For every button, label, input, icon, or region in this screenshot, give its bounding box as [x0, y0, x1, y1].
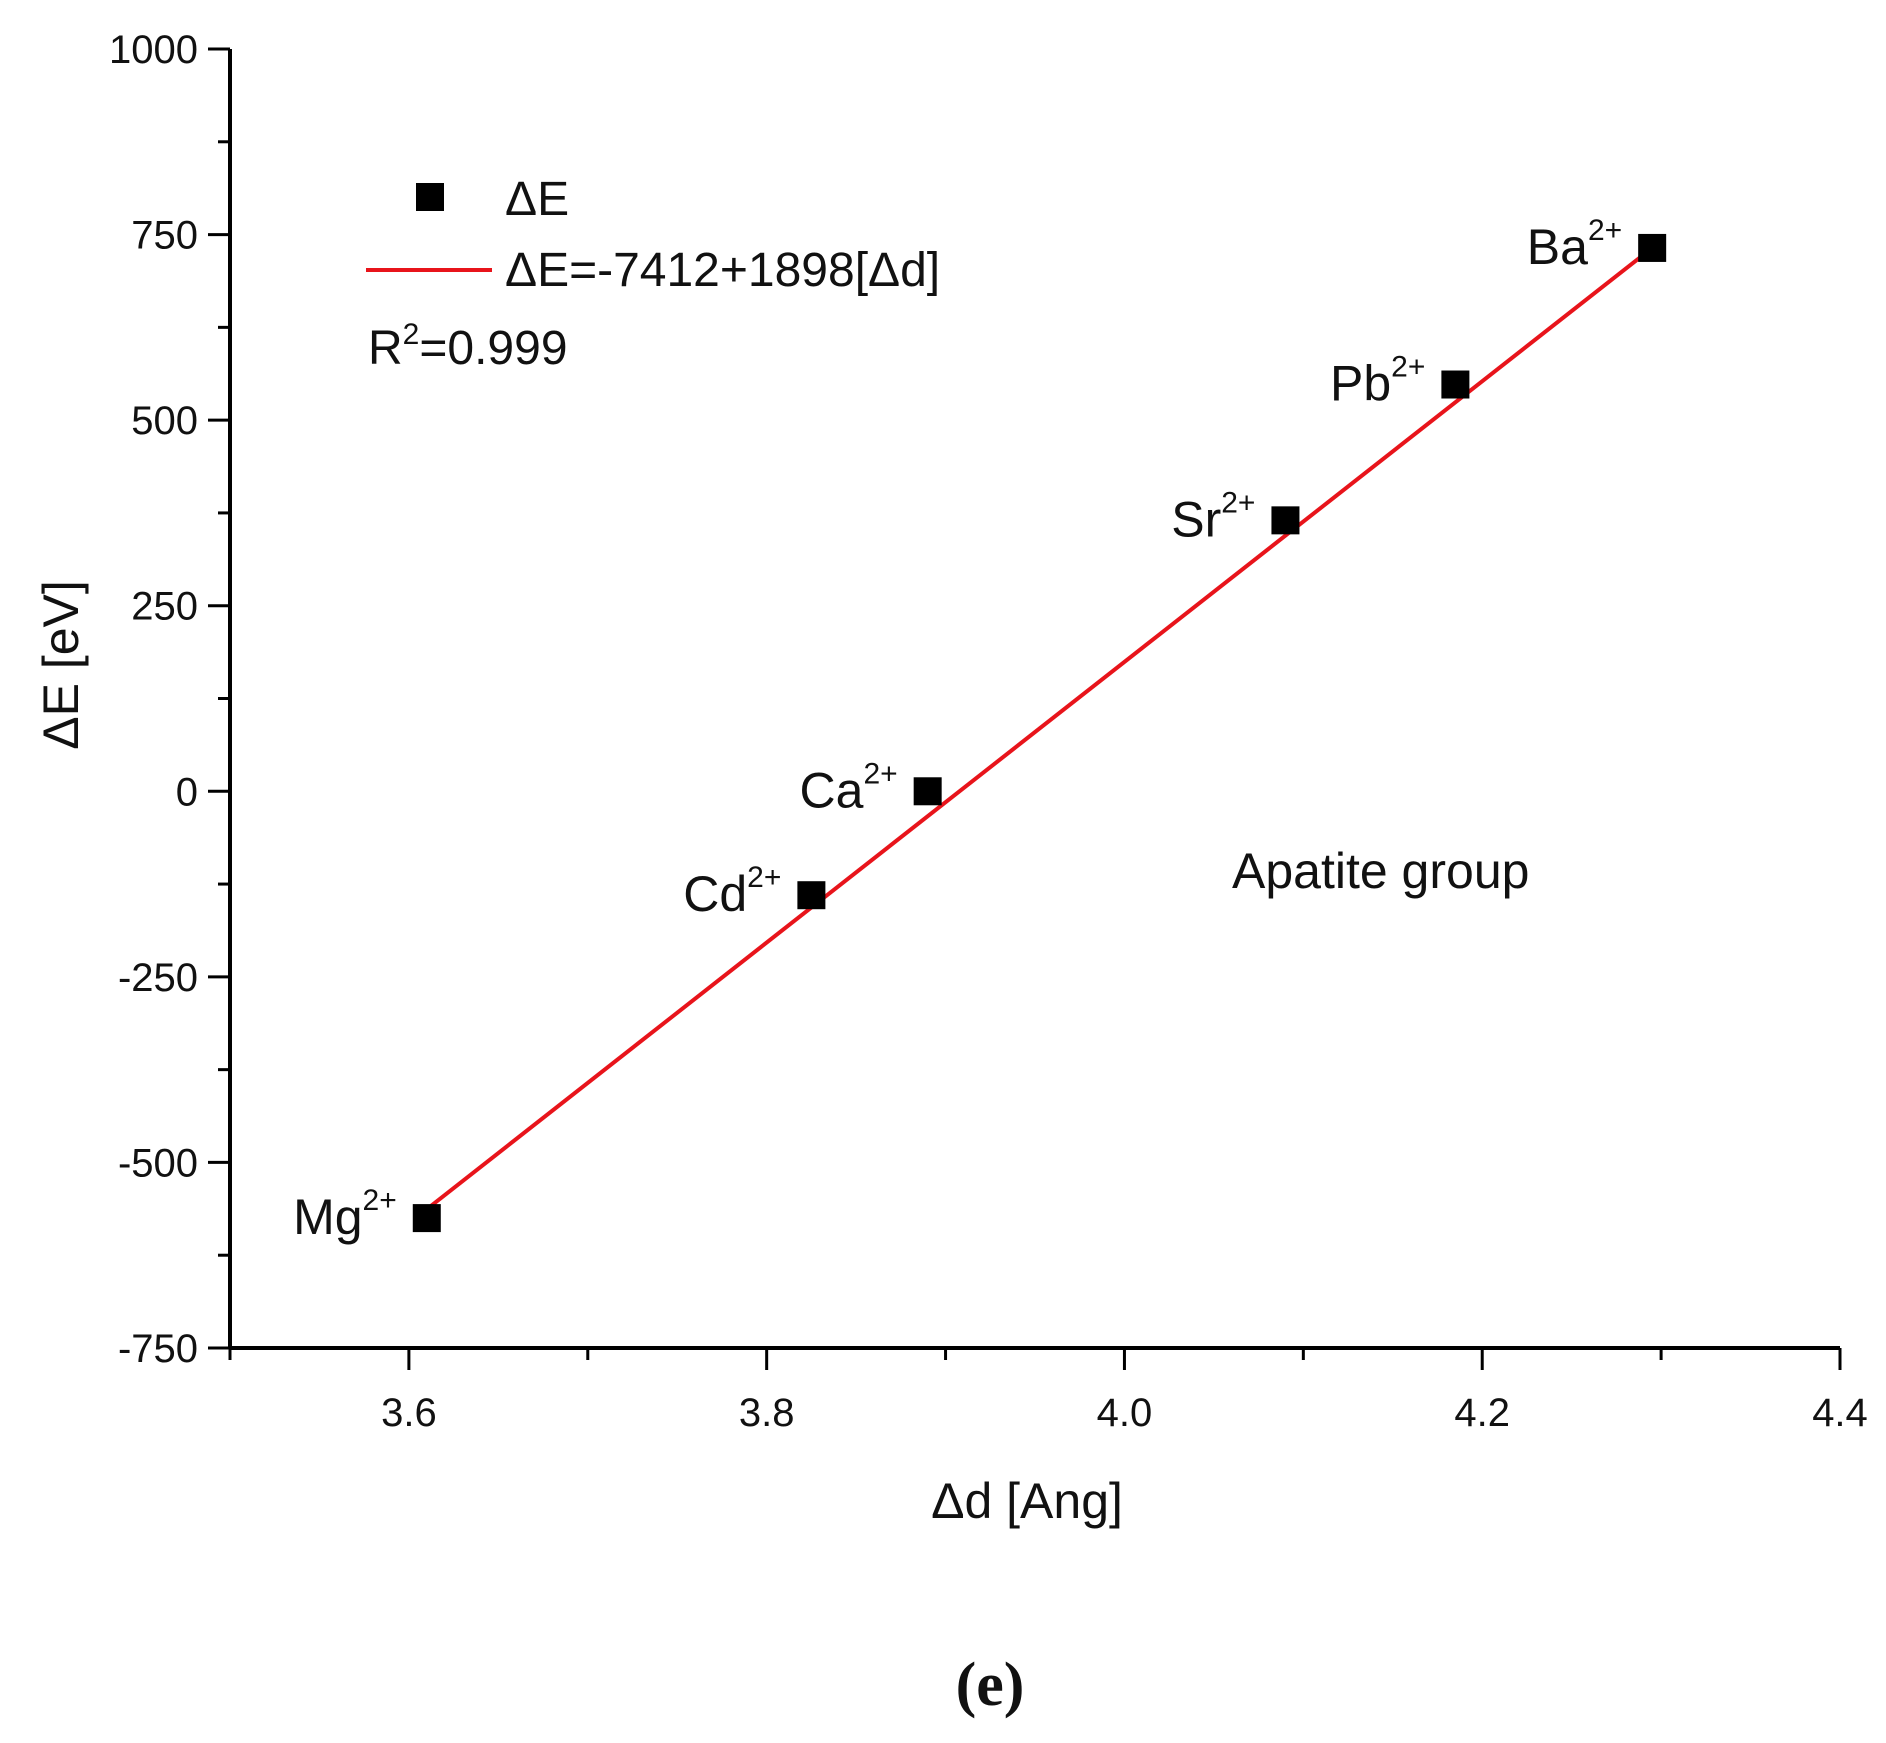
data-points — [412, 233, 1667, 1233]
point-labels: Mg2+ Cd2+ Ca2+ Sr2+ Pb2+ Ba2+ — [293, 214, 1622, 1245]
data-point-cd — [797, 881, 826, 910]
data-point-sr — [1271, 506, 1300, 535]
r-squared-sup: 2 — [403, 318, 420, 351]
legend-label-scatter: ΔE — [505, 173, 569, 226]
x-tick-label: 4.0 — [1097, 1391, 1153, 1435]
y-tick-label: 1000 — [109, 28, 198, 72]
x-axis-title: Δd [Ang] — [931, 1473, 1123, 1529]
r-squared-base: R — [368, 322, 403, 375]
fit-line — [425, 246, 1654, 1211]
y-tick-label: 0 — [176, 770, 198, 814]
r-squared-value: =0.999 — [419, 322, 567, 375]
legend: ΔE ΔE=-7412+1898[Δd] — [366, 173, 940, 297]
data-point-pb — [1441, 370, 1470, 399]
data-point-ca — [913, 777, 942, 806]
y-axis-title: ΔE [eV] — [33, 580, 89, 750]
x-tick-label: 3.8 — [739, 1391, 795, 1435]
data-point-ba — [1638, 233, 1667, 262]
legend-label-fit: ΔE=-7412+1898[Δd] — [505, 244, 940, 297]
point-label-ba: Ba2+ — [1527, 214, 1622, 275]
y-tick-label: 250 — [131, 585, 198, 629]
point-label-cd: Cd2+ — [683, 861, 781, 922]
x-tick-label: 4.4 — [1812, 1391, 1868, 1435]
ticks: -750 -500 -250 0 250 500 750 1000 3.6 3.8 4.0 4.2 4.… — [109, 28, 1868, 1435]
annotation-apatite-group: Apatite group — [1232, 843, 1529, 899]
x-tick-label: 3.6 — [381, 1391, 437, 1435]
y-tick-label: -500 — [118, 1141, 198, 1185]
y-tick-label: -250 — [118, 956, 198, 1000]
data-point-mg — [412, 1204, 441, 1233]
y-tick-label: 500 — [131, 399, 198, 443]
point-label-ca: Ca2+ — [800, 757, 898, 818]
legend-marker-square — [416, 183, 444, 211]
y-tick-label: 750 — [131, 214, 198, 258]
panel-label: (e) — [956, 1651, 1025, 1719]
r-squared-label: R2=0.999 — [368, 318, 568, 375]
point-label-pb: Pb2+ — [1330, 351, 1425, 412]
point-label-sr: Sr2+ — [1171, 486, 1255, 547]
y-tick-label: -750 — [118, 1327, 198, 1371]
x-tick-label: 4.2 — [1454, 1391, 1510, 1435]
point-label-mg: Mg2+ — [293, 1184, 397, 1245]
fit-line-group — [425, 246, 1654, 1211]
